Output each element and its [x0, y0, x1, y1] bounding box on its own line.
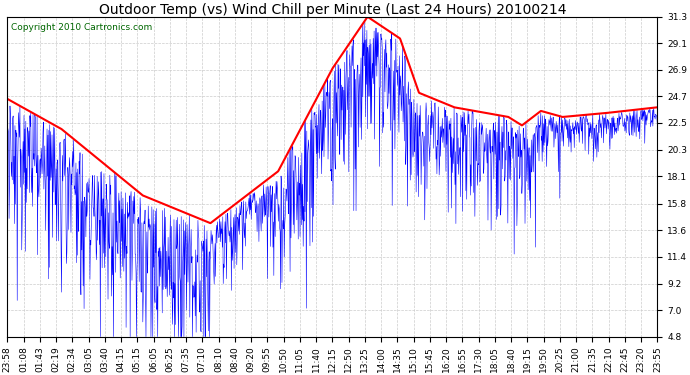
- Title: Outdoor Temp (vs) Wind Chill per Minute (Last 24 Hours) 20100214: Outdoor Temp (vs) Wind Chill per Minute …: [99, 3, 566, 17]
- Text: Copyright 2010 Cartronics.com: Copyright 2010 Cartronics.com: [10, 23, 152, 32]
